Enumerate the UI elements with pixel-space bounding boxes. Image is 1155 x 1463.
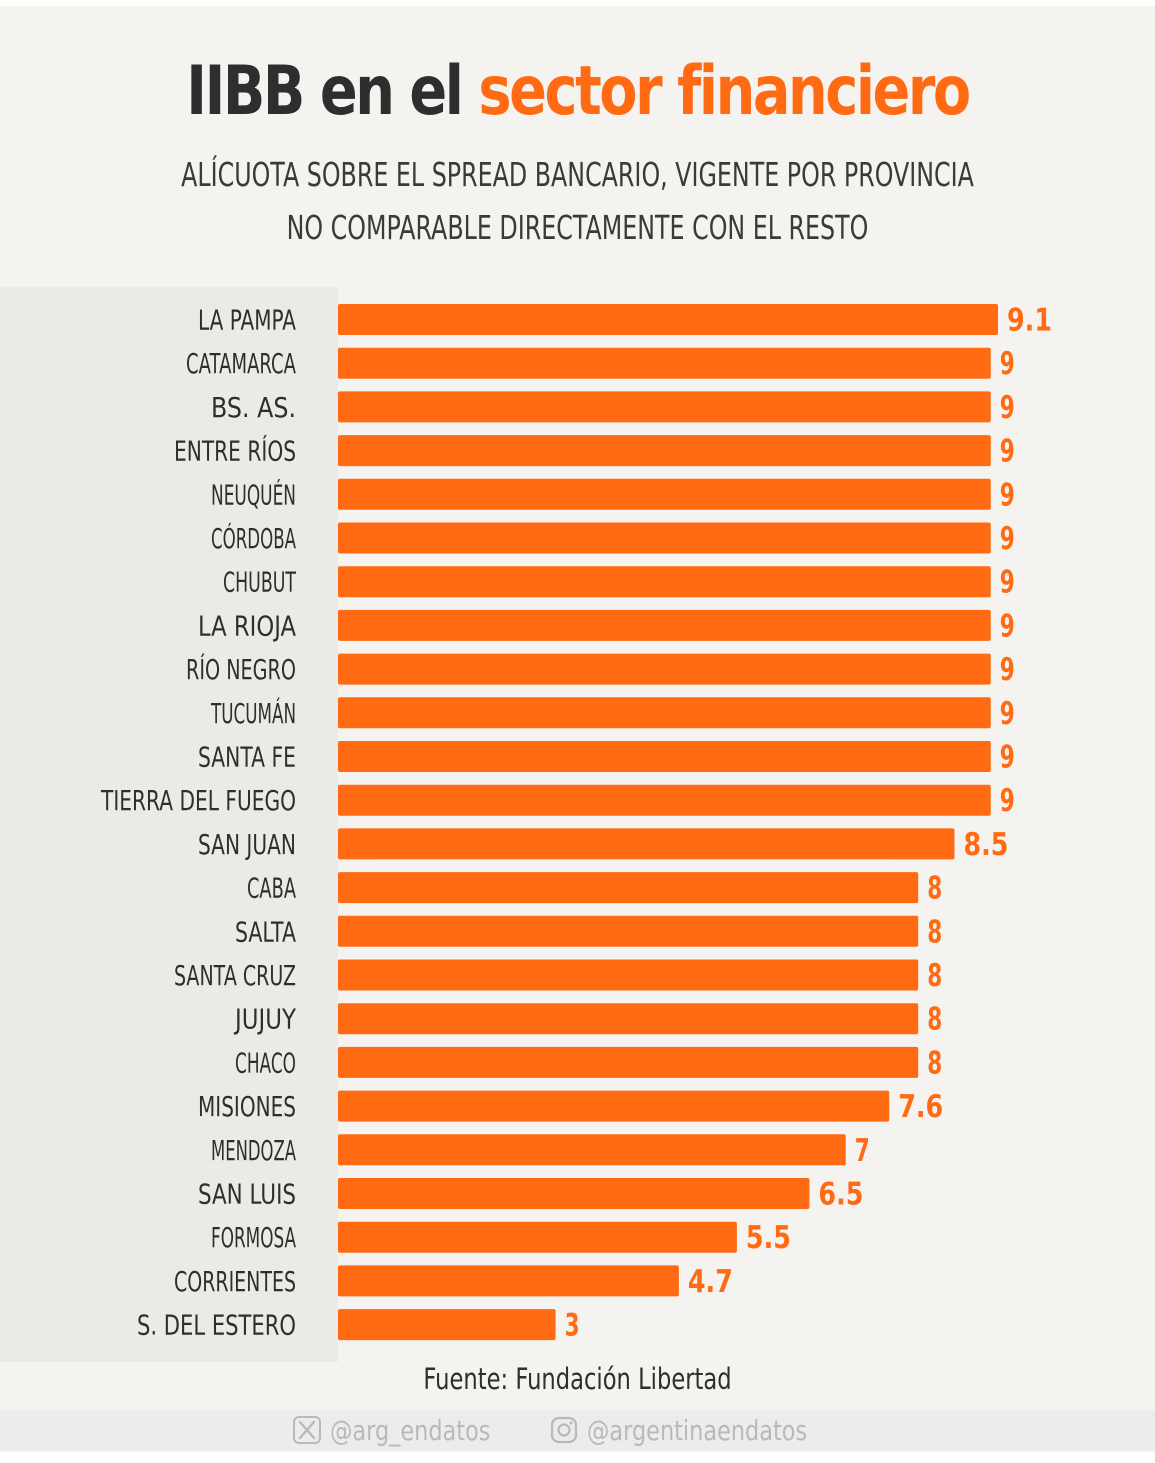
social-x-link[interactable]: @arg_endatos	[292, 1413, 531, 1447]
social-x-handle: @arg_endatos	[330, 1413, 491, 1447]
bar-santa-fe	[338, 741, 991, 772]
category-label-chubut: CHUBUT	[223, 566, 297, 599]
category-label-caba: CABA	[247, 872, 296, 905]
bar-tierra-del-fuego	[338, 784, 991, 816]
bar-rio-negro	[338, 653, 991, 685]
value-label-rio-negro: 9	[1000, 652, 1015, 688]
bar-bs-as	[338, 391, 991, 423]
value-label-mendoza: 7	[855, 1133, 870, 1169]
category-label-santa-fe: SANTA FE	[198, 741, 296, 774]
bar-tucuman	[338, 697, 991, 729]
category-label-chaco: CHACO	[235, 1046, 296, 1079]
chart-title: IIBB en el sector financiero	[104, 52, 1051, 131]
value-label-tucuman: 9	[1000, 696, 1015, 732]
bar-la-pampa	[338, 304, 998, 335]
category-label-la-pampa: LA PAMPA	[198, 304, 296, 337]
category-label-san-luis: SAN LUIS	[198, 1178, 296, 1211]
value-label-santa-cruz: 8	[927, 958, 942, 994]
category-label-santa-cruz: SANTA CRUZ	[174, 959, 296, 992]
category-label-entre-rios: ENTRE RÍOS	[174, 434, 296, 468]
bar-caba	[338, 872, 919, 904]
value-label-bs-as: 9	[1000, 390, 1015, 426]
bar-chaco	[338, 1046, 919, 1078]
value-label-chaco: 8	[927, 1045, 942, 1081]
bar-san-juan	[338, 828, 955, 860]
bar-san-luis	[338, 1178, 810, 1209]
value-label-neuquen: 9	[1000, 477, 1015, 513]
value-label-s-del-estero: 3	[565, 1308, 580, 1344]
title-accent: sector financiero	[478, 52, 971, 131]
category-label-misiones: MISIONES	[198, 1090, 296, 1123]
value-label-caba: 8	[927, 871, 942, 907]
bar-entre-rios	[338, 435, 991, 467]
subtitle-line-2: NO COMPARABLE DIRECTAMENTE CON EL RESTO	[286, 208, 869, 247]
value-label-corrientes: 4.7	[688, 1264, 733, 1300]
value-label-san-luis: 6.5	[818, 1177, 863, 1213]
value-label-catamarca: 9	[1000, 346, 1015, 382]
category-label-tucuman: TUCUMÁN	[210, 696, 296, 730]
value-label-la-rioja: 9	[1000, 608, 1015, 644]
bar-mendoza	[338, 1134, 846, 1166]
value-label-formosa: 5.5	[746, 1220, 791, 1256]
bar-salta	[338, 915, 919, 947]
category-label-catamarca: CATAMARCA	[186, 347, 296, 380]
value-label-cordoba: 9	[1000, 521, 1015, 557]
bar-jujuy	[338, 1003, 919, 1035]
bar-neuquen	[338, 478, 991, 510]
category-label-corrientes: CORRIENTES	[174, 1265, 296, 1298]
bar-catamarca	[338, 347, 991, 379]
social-instagram-link[interactable]: @argentinaendatos	[549, 1413, 862, 1447]
category-label-salta: SALTA	[235, 915, 296, 948]
bar-la-rioja	[338, 609, 991, 641]
bar-santa-cruz	[338, 959, 919, 991]
bar-formosa	[338, 1221, 737, 1253]
x-logo-icon	[292, 1415, 322, 1445]
value-label-misiones: 7.6	[898, 1089, 943, 1125]
value-label-santa-fe: 9	[1000, 740, 1015, 776]
category-label-neuquen: NEUQUÉN	[211, 477, 296, 511]
bar-cordoba	[338, 522, 991, 554]
footer-bar	[0, 1410, 1155, 1450]
category-label-la-rioja: LA RIOJA	[198, 609, 296, 642]
category-label-tierra-del-fuego: TIERRA DEL FUEGO	[100, 784, 296, 817]
category-label-rio-negro: RÍO NEGRO	[186, 652, 296, 686]
instagram-icon	[549, 1415, 579, 1445]
value-label-san-juan: 8.5	[963, 827, 1008, 863]
category-label-bs-as: BS. AS.	[211, 391, 296, 424]
category-label-cordoba: CÓRDOBA	[211, 521, 296, 555]
source-note: Fuente: Fundación Libertad	[423, 1362, 732, 1396]
value-label-chubut: 9	[1000, 565, 1015, 601]
category-label-san-juan: SAN JUAN	[198, 828, 296, 861]
value-label-la-pampa: 9.1	[1007, 303, 1052, 339]
value-label-jujuy: 8	[927, 1002, 942, 1038]
value-label-salta: 8	[927, 914, 942, 950]
bar-s-del-estero	[338, 1309, 556, 1341]
social-instagram-handle: @argentinaendatos	[587, 1413, 808, 1447]
category-label-s-del-estero: S. DEL ESTERO	[137, 1309, 296, 1342]
category-label-formosa: FORMOSA	[211, 1221, 296, 1254]
value-label-entre-rios: 9	[1000, 434, 1015, 470]
bar-corrientes	[338, 1265, 679, 1297]
category-label-jujuy: JUJUY	[233, 1003, 296, 1036]
bar-misiones	[338, 1090, 890, 1122]
category-label-panel	[0, 287, 338, 1362]
subtitle-line-1: ALÍCUOTA SOBRE EL SPREAD BANCARIO, VIGEN…	[181, 155, 974, 194]
category-label-mendoza: MENDOZA	[211, 1134, 296, 1167]
bar-chubut	[338, 566, 991, 598]
title-main: IIBB en el	[186, 52, 464, 131]
value-label-tierra-del-fuego: 9	[1000, 783, 1015, 819]
